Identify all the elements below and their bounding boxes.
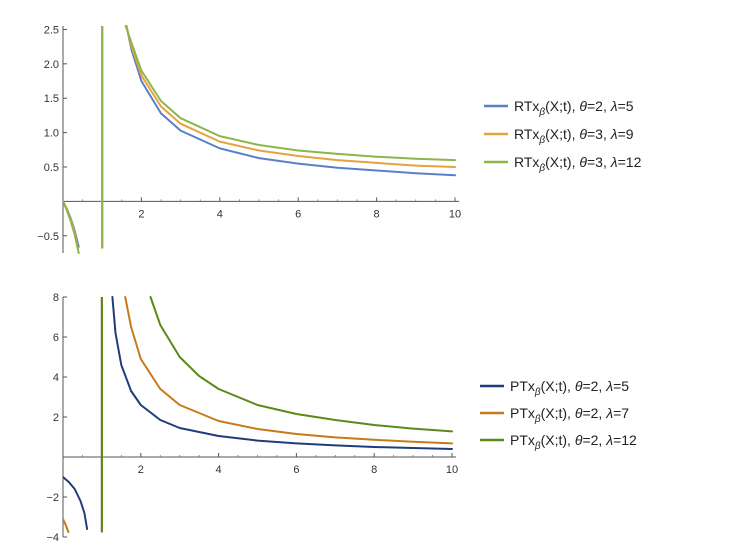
series-line-3-right: [124, 25, 456, 162]
x-tick-label: 6: [293, 464, 299, 476]
legend-symbol: λ: [610, 98, 618, 114]
series-line-2-right: [124, 296, 453, 445]
legend-symbol: θ: [579, 154, 587, 170]
legend-text: (X;t),: [541, 405, 575, 421]
legend-text: (X;t),: [541, 378, 575, 394]
legend-symbol: λ: [610, 154, 618, 170]
legend-text: (X;t),: [545, 126, 579, 142]
legend-text: =9: [618, 126, 634, 142]
legend-entry-2: PTxβ(X;t), θ=2, λ=7: [480, 405, 629, 425]
legend-label: PTxβ(X;t), θ=2, λ=7: [510, 405, 629, 425]
series-line-1-right: [111, 296, 453, 450]
legend-entry-1: PTxβ(X;t), θ=2, λ=5: [480, 378, 629, 398]
y-tick-label: 6: [53, 332, 59, 344]
legend-label: PTxβ(X;t), θ=2, λ=12: [510, 432, 637, 452]
legend-text: (X;t),: [545, 154, 579, 170]
legend-symbol: θ: [575, 405, 583, 421]
legend-label: RTxβ(X;t), θ=3, λ=9: [514, 126, 634, 146]
x-tick-label: 10: [449, 208, 461, 220]
legend-entry-1: RTxβ(X;t), θ=2, λ=5: [484, 98, 634, 118]
legend-subscript: β: [534, 414, 541, 425]
series-line-3-right: [149, 296, 453, 433]
y-tick-label: 2.5: [44, 24, 59, 36]
series-line-3-left: [63, 200, 80, 254]
legend-text: (X;t),: [545, 98, 579, 114]
legend-symbol: θ: [579, 98, 587, 114]
x-tick-label: 4: [217, 208, 223, 220]
legend-text: PTx: [510, 432, 535, 448]
y-tick-label: 2: [53, 412, 59, 424]
legend-label: PTxβ(X;t), θ=2, λ=5: [510, 378, 629, 398]
x-tick-label: 10: [446, 464, 458, 476]
y-tick-label: 4: [53, 372, 59, 384]
y-tick-label: 1.0: [44, 128, 59, 140]
legend-symbol: λ: [610, 126, 618, 142]
x-tick-label: 2: [138, 208, 144, 220]
series-line-2-left: [63, 518, 70, 533]
legend-symbol: λ: [605, 405, 613, 421]
legend-symbol: λ: [605, 432, 613, 448]
legend-text: PTx: [510, 378, 535, 394]
legend-entry-3: PTxβ(X;t), θ=2, λ=12: [480, 432, 637, 452]
legend-text: RTx: [514, 154, 539, 170]
legend-text: RTx: [514, 98, 539, 114]
y-tick-label: 1.5: [44, 93, 59, 105]
x-tick-label: 8: [371, 464, 377, 476]
legend-subscript: β: [538, 135, 545, 146]
y-tick-label: −2: [46, 492, 59, 504]
legend-subscript: β: [538, 163, 545, 174]
legend-text: =7: [613, 405, 629, 421]
legend-subscript: β: [538, 107, 545, 118]
legend-text: RTx: [514, 126, 539, 142]
legend-subscript: β: [534, 387, 541, 398]
legend-text: =5: [613, 378, 629, 394]
legend-text: (X;t),: [541, 432, 575, 448]
y-tick-label: 8: [53, 292, 59, 304]
legend-text: =2,: [587, 98, 611, 114]
legend-text: =2,: [582, 405, 606, 421]
y-tick-label: −4: [46, 532, 59, 544]
legend-label: RTxβ(X;t), θ=3, λ=12: [514, 154, 642, 174]
legend-label: RTxβ(X;t), θ=2, λ=5: [514, 98, 634, 118]
x-tick-label: 4: [216, 464, 222, 476]
x-tick-label: 2: [138, 464, 144, 476]
legend-text: PTx: [510, 405, 535, 421]
legend-symbol: θ: [575, 432, 583, 448]
legend-text: =12: [618, 154, 642, 170]
x-tick-label: 6: [295, 208, 301, 220]
legend-text: =12: [613, 432, 637, 448]
legend-entry-3: RTxβ(X;t), θ=3, λ=12: [484, 154, 642, 174]
x-tick-label: 8: [374, 208, 380, 220]
legend-text: =3,: [587, 154, 611, 170]
legend-text: =2,: [582, 378, 606, 394]
y-tick-label: 0.5: [44, 162, 59, 174]
series-line-1-right: [125, 25, 456, 177]
legend-entry-2: RTxβ(X;t), θ=3, λ=9: [484, 126, 634, 146]
legend-text: =5: [618, 98, 634, 114]
legend-symbol: θ: [575, 378, 583, 394]
y-tick-label: 2.0: [44, 59, 59, 71]
legend-text: =3,: [587, 126, 611, 142]
series-line-2-right: [125, 25, 456, 168]
legend-symbol: θ: [579, 126, 587, 142]
legend-symbol: λ: [605, 378, 613, 394]
series-line-1-left: [63, 476, 89, 530]
y-tick-label: −0.5: [37, 231, 59, 243]
legend-subscript: β: [534, 441, 541, 452]
legend-text: =2,: [582, 432, 606, 448]
